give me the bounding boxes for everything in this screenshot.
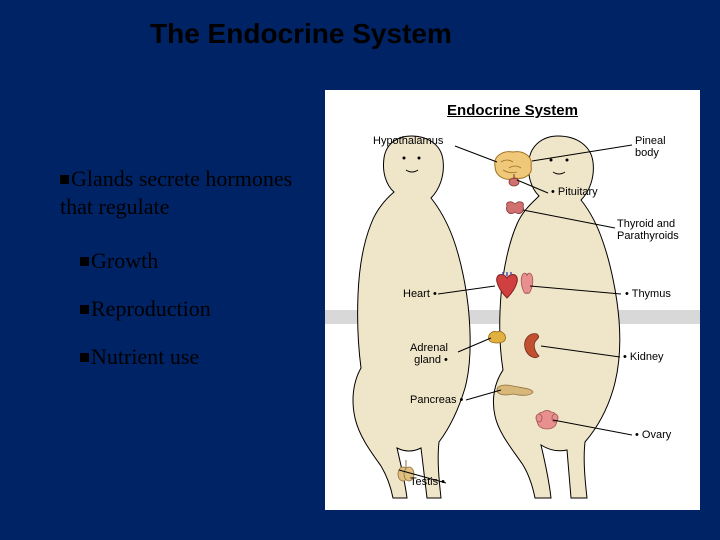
label-ovary: • Ovary [635,429,671,441]
sub-point-text: Growth [91,248,158,273]
slide-title: The Endocrine System [150,18,452,50]
bullet-icon [60,175,69,184]
text-content: Glands secrete hormones that regulate Gr… [60,165,310,392]
sub-bullet: Growth [80,248,310,274]
sub-bullets: Growth Reproduction Nutrient use [80,248,310,370]
label-adrenal: Adrenal gland • [410,342,448,366]
label-kidney: • Kidney [623,351,664,363]
label-hypothalamus: Hypothalamus [373,135,443,147]
endocrine-diagram: Endocrine System [325,90,700,510]
bullet-icon [80,353,89,362]
main-point-text: Glands secrete hormones that regulate [60,166,292,219]
sub-bullet: Reproduction [80,296,310,322]
label-pineal: Pineal body [635,135,666,159]
sub-point-text: Nutrient use [91,344,199,369]
label-testis: Testis • [410,476,445,488]
sub-point-text: Reproduction [91,296,211,321]
main-bullet: Glands secrete hormones that regulate [60,165,310,220]
label-heart: Heart • [403,288,437,300]
label-pancreas: Pancreas • [410,394,463,406]
bullet-icon [80,257,89,266]
label-pituitary: • Pituitary [551,186,598,198]
sub-bullet: Nutrient use [80,344,310,370]
label-thyroid: Thyroid and Parathyroids [617,218,679,242]
label-thymus: • Thymus [625,288,671,300]
bullet-icon [80,305,89,314]
